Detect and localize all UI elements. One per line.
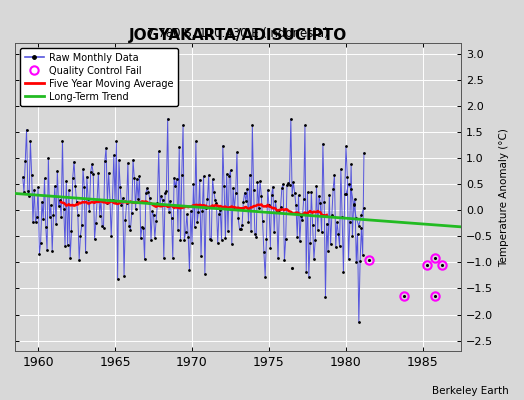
- Y-axis label: Temperature Anomaly (°C): Temperature Anomaly (°C): [499, 128, 509, 266]
- Text: 7.780 S, 110.430 E (Indonesia): 7.780 S, 110.430 E (Indonesia): [147, 27, 329, 40]
- Title: JOGYAKARTA/ADISUCIPTO: JOGYAKARTA/ADISUCIPTO: [129, 28, 347, 43]
- Legend: Raw Monthly Data, Quality Control Fail, Five Year Moving Average, Long-Term Tren: Raw Monthly Data, Quality Control Fail, …: [20, 48, 178, 106]
- Text: Berkeley Earth: Berkeley Earth: [432, 386, 508, 396]
